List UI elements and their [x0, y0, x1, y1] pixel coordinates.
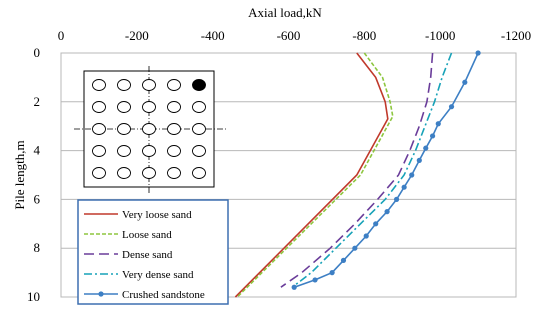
data-point — [435, 121, 441, 127]
pile — [92, 167, 106, 179]
x-tick-label: -1200 — [501, 28, 531, 43]
pile — [192, 101, 206, 113]
y-tick-label: 0 — [34, 45, 41, 60]
pile — [142, 123, 156, 135]
pile-group-inset — [74, 66, 226, 195]
data-point — [291, 284, 297, 290]
pile — [92, 101, 106, 113]
pile — [142, 167, 156, 179]
pile-circles — [92, 79, 206, 179]
pile — [192, 167, 206, 179]
legend-label: Very dense sand — [122, 269, 194, 281]
data-point — [401, 184, 407, 190]
pile — [92, 145, 106, 157]
data-point — [423, 145, 429, 151]
pile — [117, 167, 131, 179]
y-tick-label: 6 — [34, 191, 41, 206]
series-line — [234, 52, 389, 298]
legend-label: Loose sand — [122, 229, 172, 241]
legend-box — [77, 199, 229, 305]
data-point — [393, 196, 400, 202]
y-tick-label: 2 — [34, 94, 41, 109]
data-point — [340, 257, 347, 263]
legend-items: Very loose sand Loose sand Dense sand Very … — [84, 209, 205, 301]
x-tick-label: -800 — [352, 28, 376, 43]
pile — [167, 145, 181, 157]
series-group — [234, 50, 481, 298]
series-very-dense-sand — [291, 52, 453, 288]
pile — [117, 79, 131, 91]
series-line — [293, 52, 479, 288]
pile — [167, 101, 181, 113]
pile — [167, 79, 181, 91]
series-crushed-sandstone — [291, 50, 481, 290]
legend-label: Very loose sand — [122, 209, 192, 221]
series-line — [291, 52, 453, 288]
pile — [117, 101, 131, 113]
pile — [167, 167, 181, 179]
pile-highlighted — [192, 79, 206, 91]
data-point — [416, 157, 422, 163]
x-tick-label: -200 — [125, 28, 149, 43]
y-tick-label: 4 — [34, 143, 41, 158]
data-point — [329, 270, 335, 276]
x-tick-label: -400 — [201, 28, 225, 43]
data-point — [312, 277, 318, 283]
data-point — [429, 133, 436, 139]
pile — [167, 123, 181, 135]
series-line — [236, 52, 394, 298]
pile — [192, 123, 206, 135]
data-point — [352, 245, 358, 251]
legend: Very loose sand Loose sand Dense sand Very … — [77, 199, 229, 305]
pile — [142, 101, 156, 113]
y-tick-label: 8 — [34, 240, 41, 255]
pile — [117, 145, 131, 157]
pile — [142, 145, 156, 157]
pile — [142, 79, 156, 91]
data-point — [475, 50, 481, 56]
x-tick-label: -600 — [277, 28, 301, 43]
pile — [92, 79, 106, 91]
data-point — [363, 233, 369, 239]
legend-label: Crushed sandstone — [122, 289, 205, 301]
data-point — [373, 221, 379, 227]
pile — [117, 123, 131, 135]
y-axis-title: Pile length,m — [12, 140, 27, 209]
legend-marker — [98, 291, 104, 297]
data-point — [384, 209, 390, 215]
series-line — [280, 52, 434, 288]
data-point — [409, 172, 415, 178]
series-loose-sand — [236, 52, 394, 298]
x-axis-title: Axial load,kN — [248, 5, 322, 20]
legend-label: Dense sand — [122, 249, 173, 261]
x-tick-label: 0 — [58, 28, 65, 43]
plot-area-border — [60, 52, 517, 298]
x-ticks: 0 -200 -400 -600 -800 -1000 -1200 — [58, 28, 531, 43]
series-dense-sand — [280, 52, 434, 288]
pile — [192, 145, 206, 157]
y-ticks: 0 2 4 6 8 10 — [27, 45, 41, 304]
y-tick-label: 10 — [27, 289, 40, 304]
data-point — [462, 79, 468, 85]
x-tick-label: -1000 — [425, 28, 455, 43]
data-point — [448, 104, 455, 110]
series-very-loose-sand — [234, 52, 389, 298]
pile — [92, 123, 106, 135]
